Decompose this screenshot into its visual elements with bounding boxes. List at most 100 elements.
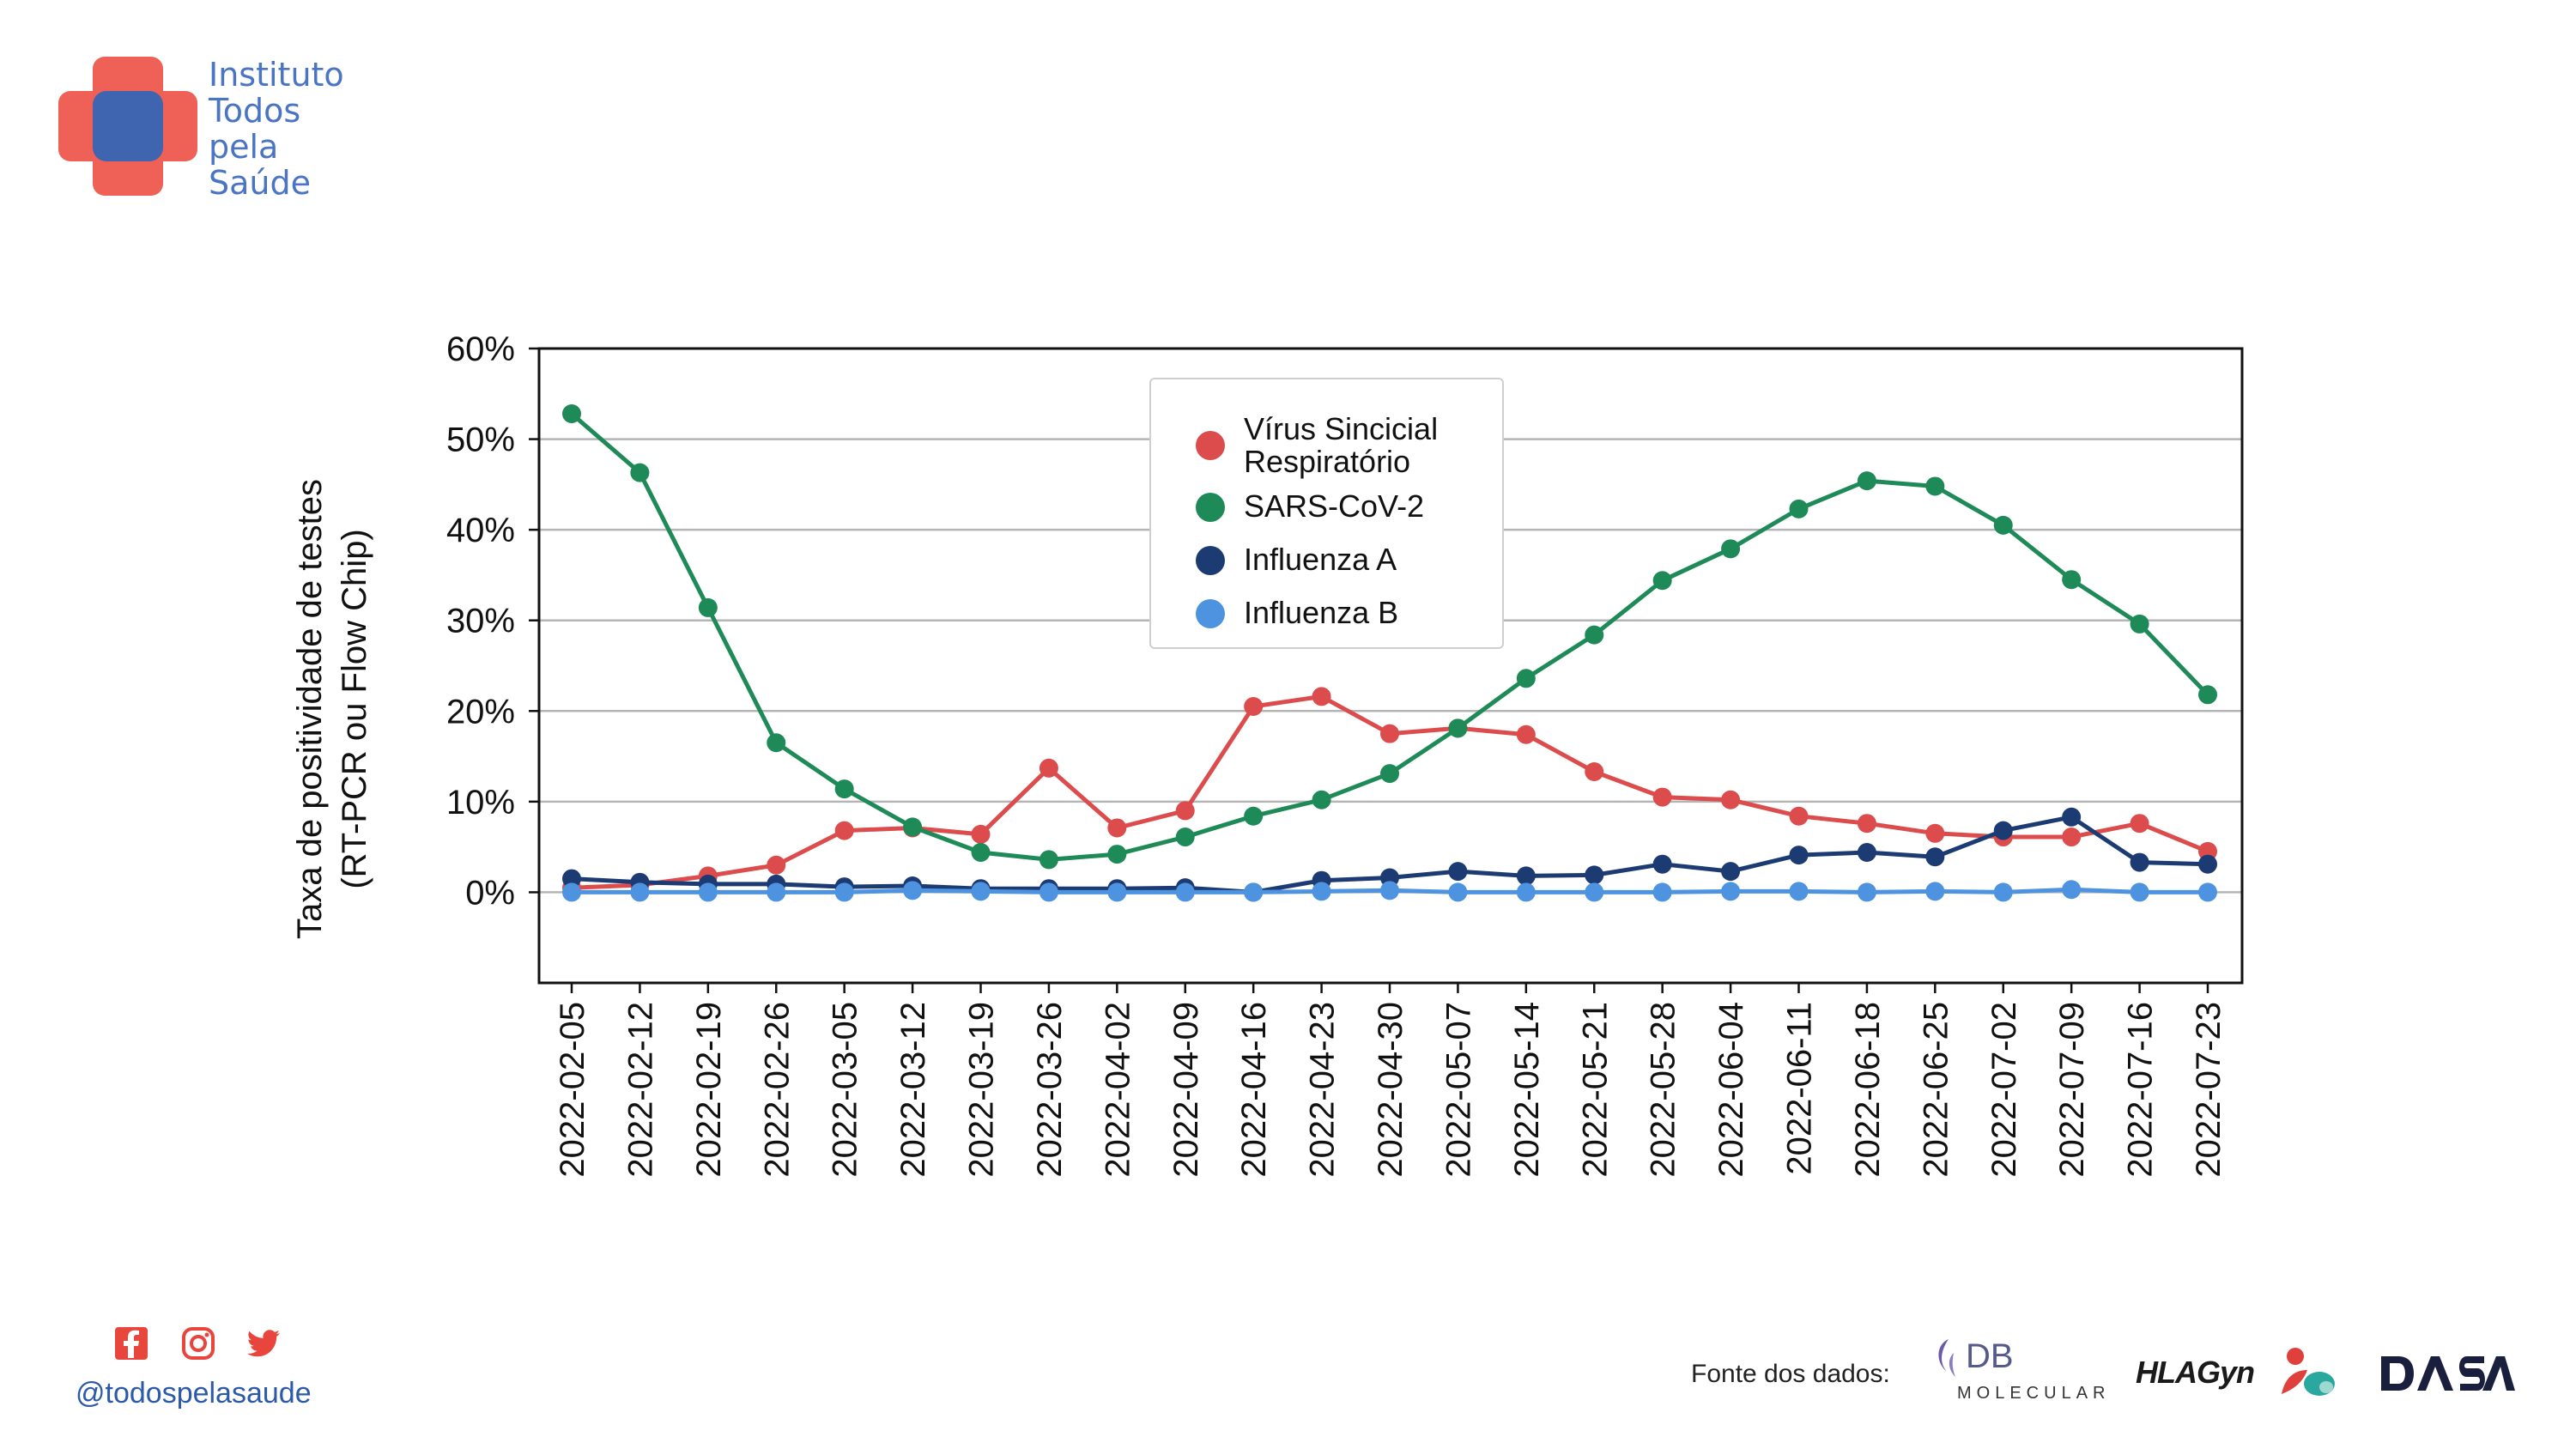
data-point <box>971 842 991 862</box>
chart-legend: Vírus Sincicial Respiratório SARS-CoV-2 … <box>1149 378 1504 649</box>
x-axis-ticks: 2022-02-05 2022-02-12 2022-02-19 2022-02-26… <box>554 983 2227 1178</box>
x-tick-label: 2022-05-07 <box>1440 1002 1477 1178</box>
data-point <box>1448 882 1468 902</box>
x-tick-label: 2022-06-18 <box>1849 1002 1887 1178</box>
db-logo-subtext: MOLECULAR <box>1957 1384 2111 1403</box>
data-point <box>1107 882 1127 902</box>
legend-label: Respiratório <box>1244 444 1411 479</box>
data-point <box>903 881 923 900</box>
data-point <box>1789 882 1809 901</box>
data-point <box>698 597 718 617</box>
series-sars-cov-2 <box>562 404 2217 870</box>
legend-label: Vírus Sincicial <box>1244 411 1439 446</box>
x-tick-label: 2022-02-05 <box>554 1002 591 1178</box>
x-tick-label: 2022-02-26 <box>758 1002 796 1178</box>
x-tick-label: 2022-03-05 <box>827 1002 864 1178</box>
data-point <box>1312 790 1331 809</box>
data-point <box>834 821 854 840</box>
legend-label: Influenza B <box>1244 595 1399 630</box>
data-point <box>1448 718 1468 738</box>
data-point <box>562 882 581 902</box>
x-tick-label: 2022-05-28 <box>1645 1002 1682 1178</box>
data-point <box>2130 882 2149 902</box>
x-tick-label: 2022-04-02 <box>1099 1002 1136 1178</box>
y-tick-label: 0% <box>465 874 515 912</box>
data-point <box>562 869 581 888</box>
db-logo-text: DB <box>1966 1337 2014 1375</box>
x-tick-label: 2022-05-14 <box>1508 1002 1546 1178</box>
x-tick-label: 2022-07-23 <box>2190 1002 2227 1178</box>
data-point <box>1516 724 1536 744</box>
data-point <box>1652 571 1672 591</box>
data-point <box>1039 882 1058 902</box>
data-point <box>2130 614 2149 634</box>
data-point <box>2130 852 2149 872</box>
data-point <box>834 779 854 799</box>
data-point <box>2198 854 2217 874</box>
cross-logo-icon <box>58 57 197 196</box>
data-point <box>1380 881 1399 900</box>
data-point <box>2198 882 2217 902</box>
data-point <box>1925 823 1945 843</box>
data-point <box>698 882 718 902</box>
data-point <box>1925 476 1945 496</box>
x-tick-label: 2022-07-09 <box>2053 1002 2091 1178</box>
social-links <box>113 1325 285 1368</box>
data-point <box>1925 847 1945 867</box>
legend-item-sars-cov-2: SARS-CoV-2 <box>1151 482 1502 534</box>
x-tick-label: 2022-02-12 <box>621 1002 659 1178</box>
data-point <box>1789 846 1809 865</box>
data-point <box>1448 862 1468 882</box>
data-point <box>1721 790 1741 809</box>
logo-wordmark: Instituto Todos pela Saúde <box>209 57 344 201</box>
data-point <box>1039 850 1058 870</box>
x-tick-label: 2022-04-16 <box>1235 1002 1273 1178</box>
data-point <box>1107 818 1127 838</box>
data-point <box>1925 882 1945 901</box>
facebook-icon[interactable] <box>113 1325 149 1361</box>
x-tick-label: 2022-06-11 <box>1781 1002 1819 1175</box>
legend-marker <box>1196 599 1225 628</box>
social-handle[interactable]: @todospelasaude <box>76 1377 312 1410</box>
legend-item-influenza-b: Influenza B <box>1151 589 1502 640</box>
x-tick-label: 2022-02-19 <box>690 1002 728 1178</box>
hlagyn-figure-icon <box>2282 1348 2335 1396</box>
y-tick-label: 40% <box>446 512 515 549</box>
data-point <box>1312 882 1331 901</box>
data-point <box>2062 828 2082 847</box>
x-tick-label: 2022-04-23 <box>1304 1002 1342 1178</box>
data-point <box>1175 828 1195 847</box>
instagram-icon[interactable] <box>180 1325 216 1361</box>
data-point <box>1857 814 1876 834</box>
x-tick-label: 2022-06-04 <box>1712 1002 1750 1178</box>
data-point <box>1993 882 2013 902</box>
dasa-logo <box>2378 1348 2515 1399</box>
y-tick-label: 20% <box>446 693 515 731</box>
x-tick-label: 2022-04-30 <box>1372 1002 1409 1178</box>
data-point <box>2062 570 2082 590</box>
y-tick-label: 60% <box>446 330 515 368</box>
data-point <box>1585 625 1604 645</box>
data-point <box>971 824 991 844</box>
data-point <box>1516 882 1536 902</box>
data-point <box>767 855 786 875</box>
series-group <box>562 404 2217 902</box>
data-point <box>1107 845 1127 864</box>
data-point <box>1516 866 1536 886</box>
data-point <box>971 882 991 901</box>
data-point <box>1312 687 1331 706</box>
x-tick-label: 2022-07-16 <box>2122 1002 2160 1178</box>
data-point <box>1516 669 1536 688</box>
twitter-icon[interactable] <box>245 1325 282 1361</box>
data-point <box>630 882 650 902</box>
data-point <box>2198 685 2217 705</box>
data-point <box>1652 787 1672 807</box>
data-point <box>1857 882 1876 902</box>
data-point <box>1721 862 1741 882</box>
x-tick-label: 2022-05-21 <box>1576 1002 1614 1178</box>
data-point <box>2130 814 2149 834</box>
data-point <box>2062 880 2082 900</box>
data-point <box>1789 499 1809 518</box>
y-axis-ticks: 0% 10% 20% 30% 40% 50% 60% <box>446 330 539 912</box>
data-point <box>1857 471 1876 491</box>
